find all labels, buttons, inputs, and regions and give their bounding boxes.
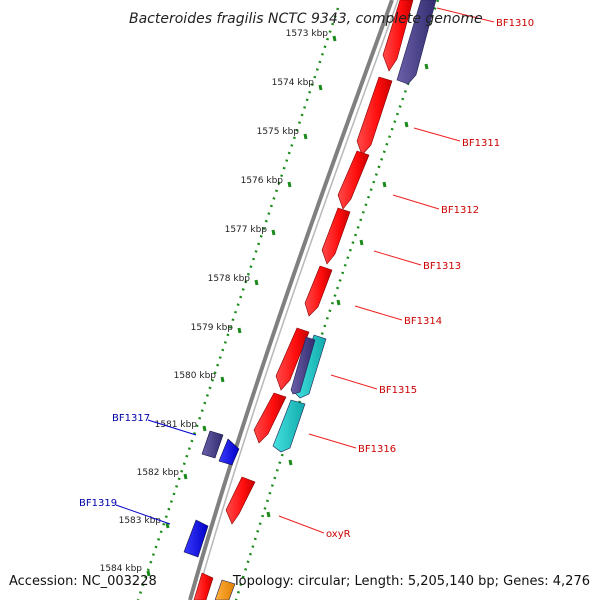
backbone-arc-inner: [195, 0, 399, 600]
cds-bf1319[interactable]: [183, 519, 209, 558]
cds-bf1314[interactable]: [304, 265, 333, 317]
ruler-ticks: [146, 35, 337, 577]
cds-bf1317-purple[interactable]: [201, 430, 224, 459]
topology-label: Topology: circular; Length: 5,205,140 bp…: [232, 574, 590, 589]
tick-label: 1575 kbp: [257, 127, 300, 137]
ruler-labels: 1573 kbp 1574 kbp 1575 kbp 1576 kbp 1577…: [100, 29, 329, 574]
forward-cds-overlay: [214, 0, 437, 600]
cds-orange[interactable]: [214, 579, 236, 600]
cds-bf1310[interactable]: [382, 0, 414, 72]
cds-bf1313[interactable]: [321, 207, 351, 265]
cds-oxyr[interactable]: [225, 476, 256, 525]
inner-dotted-track: [234, 0, 440, 600]
gene-label[interactable]: BF1314: [404, 316, 442, 327]
map-title: Bacteroides fragilis NCTC 9343, complete…: [129, 11, 483, 27]
cds-bf1315-purple[interactable]: [290, 336, 316, 395]
reverse-label-lines: [115, 419, 197, 525]
tick-label: 1576 kbp: [241, 176, 284, 186]
cds-bf1316[interactable]: [253, 392, 287, 444]
gene-label[interactable]: BF1316: [358, 444, 396, 455]
cds-bf1310-overlap[interactable]: [396, 0, 437, 85]
tick-label: 1581 kbp: [155, 420, 198, 430]
tick-label: 1584 kbp: [100, 564, 143, 574]
accession-label: Accession: NC_003228: [9, 574, 157, 589]
outer-ruler-track: [136, 7, 340, 600]
tick-label: 1582 kbp: [137, 468, 180, 478]
reverse-cds-track: [183, 430, 240, 558]
tick-label: 1583 kbp: [119, 516, 162, 526]
gene-label[interactable]: BF1319: [79, 498, 117, 509]
forward-label-lines: [278, 7, 495, 534]
gene-label[interactable]: BF1311: [462, 138, 500, 149]
tick-label: 1578 kbp: [208, 274, 251, 284]
forward-cds-track: [193, 0, 414, 600]
cds-bf1316-cyan[interactable]: [272, 399, 306, 453]
cds-bf1317[interactable]: [218, 438, 240, 466]
cds-next[interactable]: [193, 572, 214, 600]
gene-label[interactable]: oxyR: [326, 529, 351, 540]
tick-label: 1574 kbp: [272, 78, 315, 88]
gene-label[interactable]: BF1310: [496, 18, 534, 29]
tick-label: 1579 kbp: [191, 323, 234, 333]
cds-bf1315[interactable]: [275, 327, 310, 391]
gene-label[interactable]: BF1313: [423, 261, 461, 272]
backbone-arc: [188, 0, 394, 600]
cds-bf1312[interactable]: [337, 150, 370, 210]
tick-label: 1580 kbp: [174, 371, 217, 381]
forward-gene-labels: BF1310 BF1311 BF1312 BF1313 BF1314 BF131…: [326, 18, 534, 540]
cds-bf1311[interactable]: [356, 76, 393, 156]
gene-label[interactable]: BF1312: [441, 205, 479, 216]
gene-label[interactable]: BF1315: [379, 385, 417, 396]
reverse-gene-labels: BF1317 BF1319: [79, 413, 150, 509]
tick-label: 1577 kbp: [225, 225, 268, 235]
gene-label[interactable]: BF1317: [112, 413, 150, 424]
tick-label: 1573 kbp: [286, 29, 329, 39]
